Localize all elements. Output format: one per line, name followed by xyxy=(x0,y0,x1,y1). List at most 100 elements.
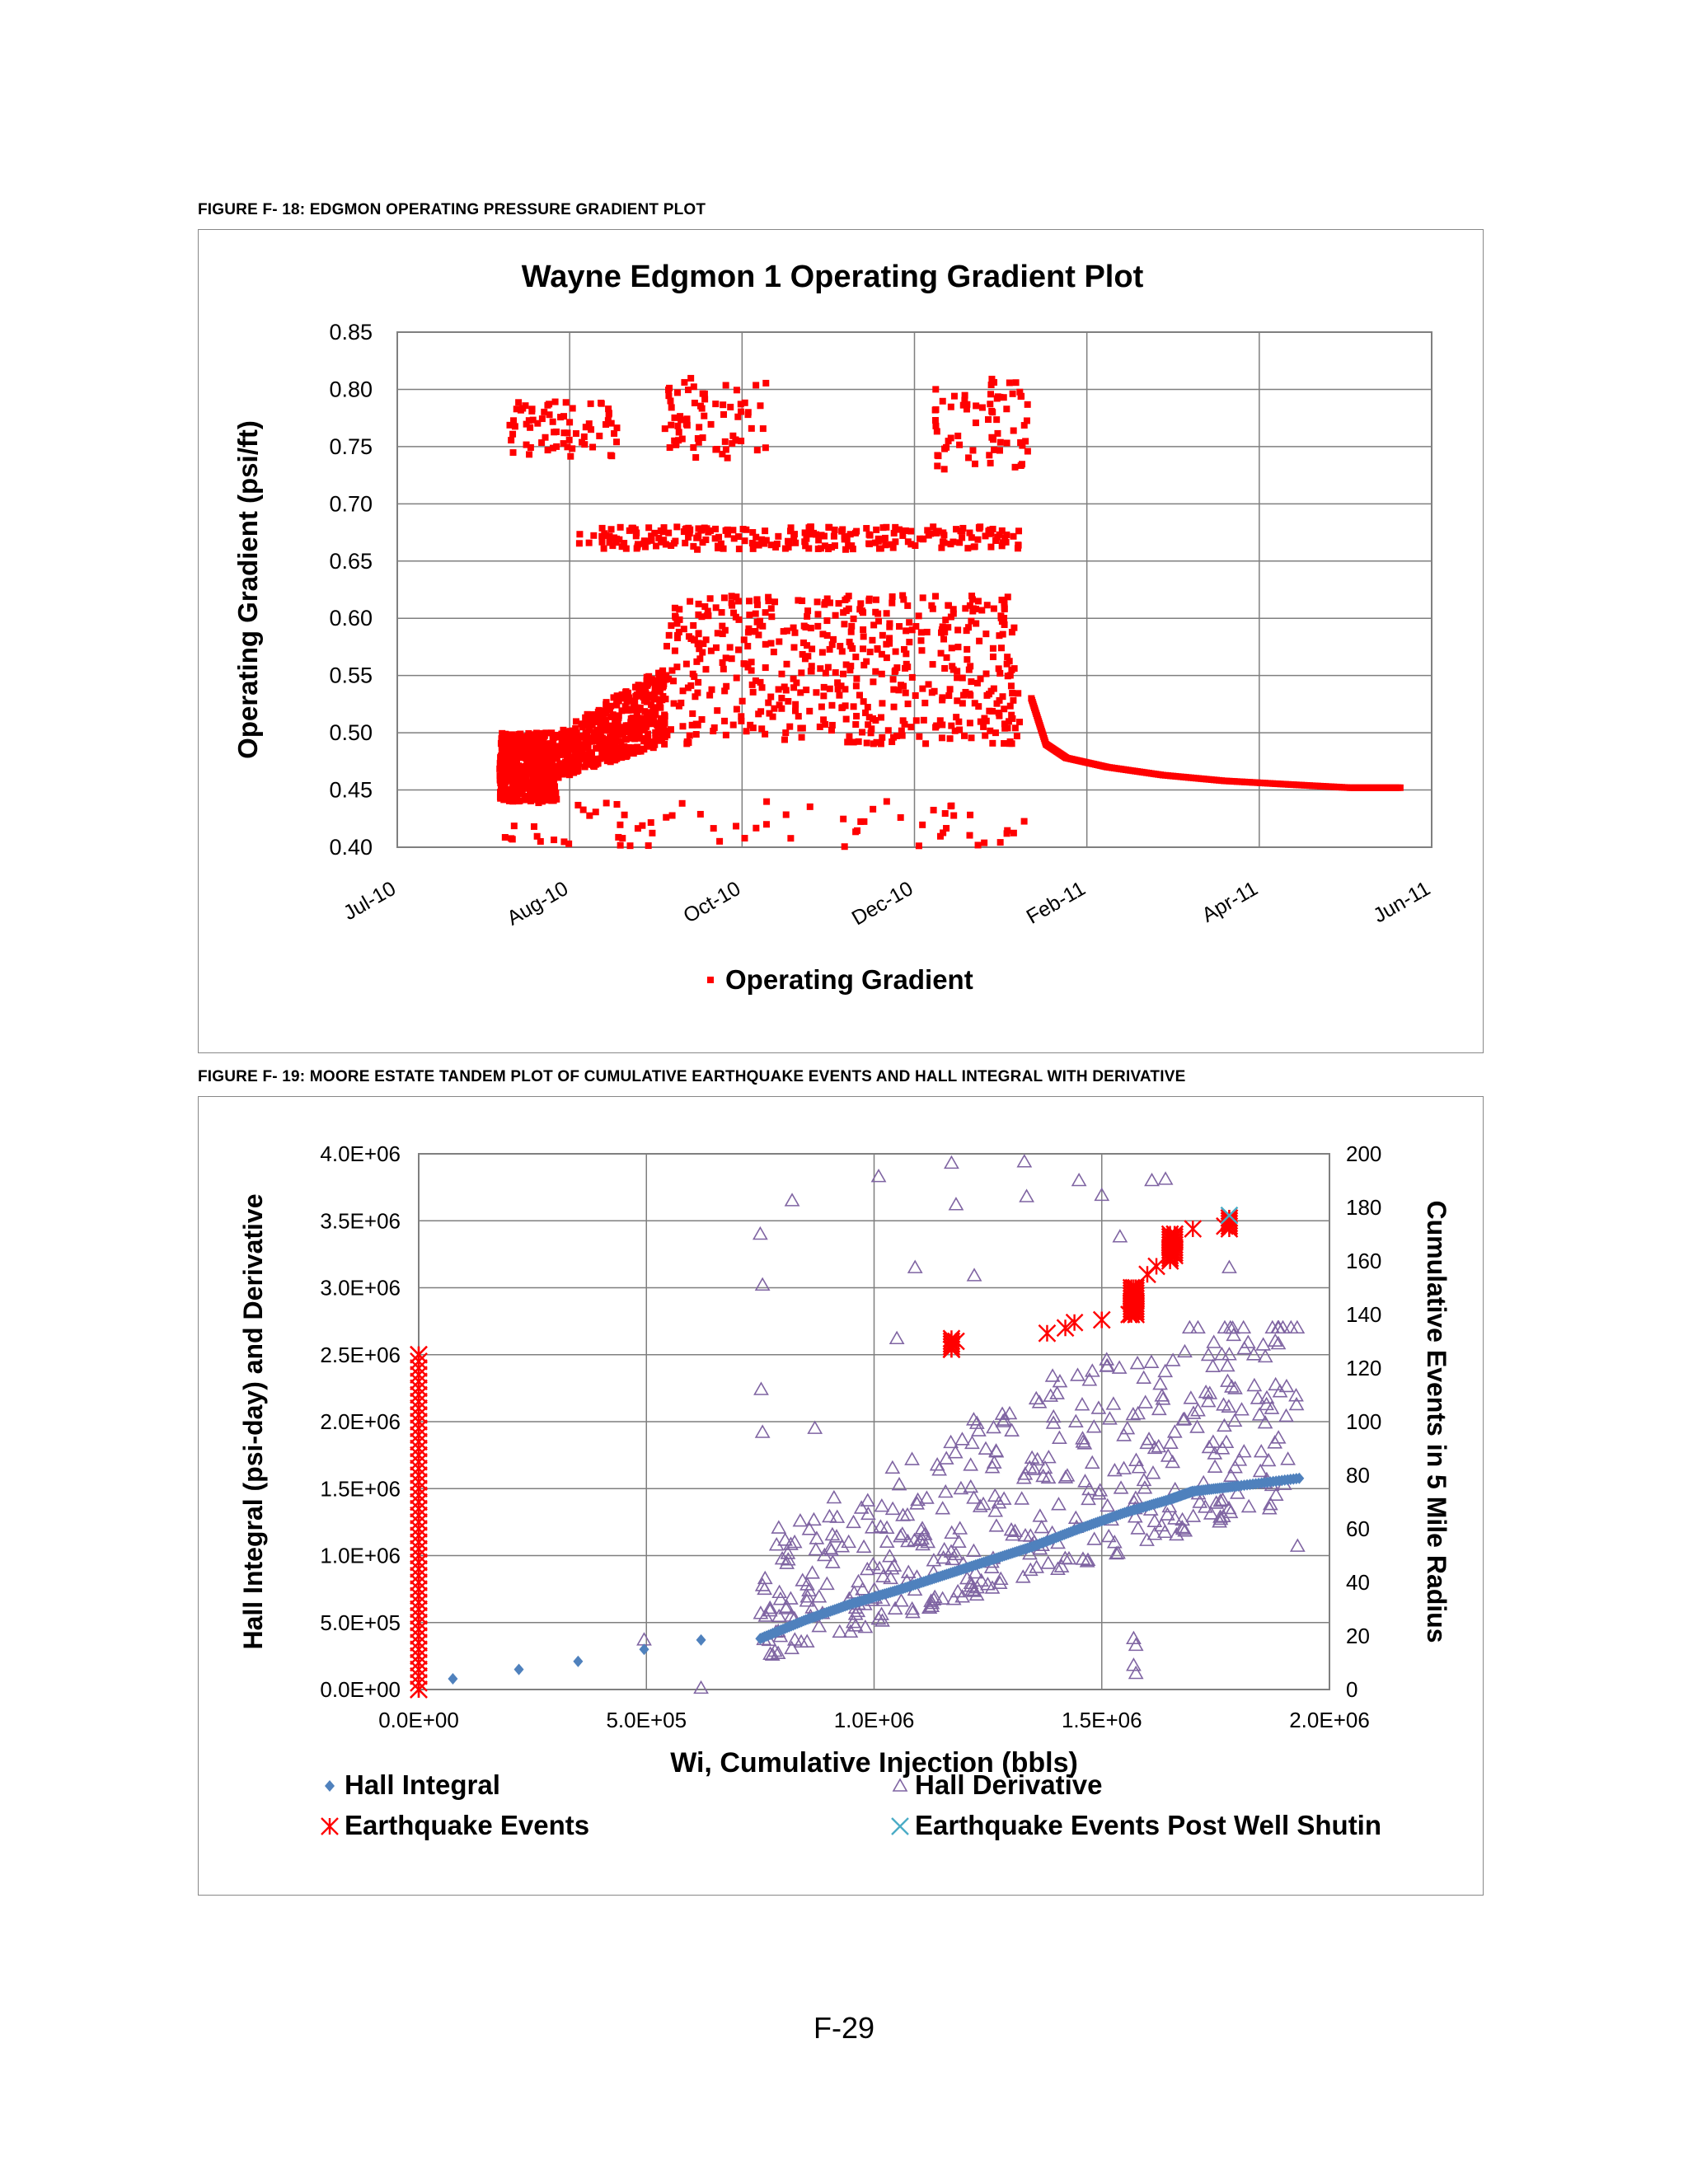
data-point xyxy=(968,593,976,600)
data-point xyxy=(965,666,973,673)
hall-integral-point xyxy=(448,1673,458,1685)
hall-derivative-point xyxy=(1136,1472,1152,1487)
data-point xyxy=(548,753,556,761)
data-point xyxy=(953,526,960,533)
data-point xyxy=(1010,532,1017,540)
data-point xyxy=(915,842,922,850)
data-point xyxy=(831,526,838,533)
data-point xyxy=(663,731,671,738)
data-point xyxy=(529,784,537,791)
data-point xyxy=(639,822,646,829)
data-point xyxy=(783,660,790,668)
data-point xyxy=(814,611,822,618)
hall-derivative-point xyxy=(950,1534,967,1548)
hall-derivative-point xyxy=(1045,1408,1062,1423)
data-point xyxy=(499,746,506,753)
data-point xyxy=(966,832,973,839)
hall-derivative-point xyxy=(992,1571,1009,1586)
data-point xyxy=(549,757,556,765)
data-point xyxy=(541,732,548,739)
hall-derivative-point xyxy=(1189,1419,1205,1433)
data-point xyxy=(883,654,890,662)
legend-label: Hall Derivative xyxy=(915,1769,1102,1800)
data-point xyxy=(996,393,1004,401)
data-point xyxy=(674,422,682,429)
data-point xyxy=(695,640,702,647)
hall-integral-point xyxy=(573,1655,584,1667)
data-point xyxy=(574,801,582,808)
data-point xyxy=(538,789,546,796)
hall-derivative-point xyxy=(832,1624,848,1638)
data-point xyxy=(807,625,814,632)
data-point xyxy=(716,837,724,845)
data-point xyxy=(506,421,513,429)
earthquake-event-point xyxy=(1065,1313,1084,1332)
data-point xyxy=(509,449,517,457)
data-point xyxy=(956,539,964,546)
data-point xyxy=(703,525,710,532)
data-point xyxy=(511,423,518,430)
data-point xyxy=(587,400,594,407)
data-point xyxy=(765,593,772,601)
data-point xyxy=(965,624,973,631)
hall-derivative-point xyxy=(1053,1558,1070,1572)
data-point xyxy=(593,756,601,763)
data-point xyxy=(804,642,811,649)
data-point xyxy=(547,748,555,755)
data-point xyxy=(673,523,681,531)
post-shutin-event-point xyxy=(1220,1206,1239,1225)
data-point xyxy=(535,794,542,802)
data-point xyxy=(663,672,670,679)
data-point xyxy=(950,392,958,400)
data-point xyxy=(886,623,893,630)
data-point xyxy=(587,721,594,729)
data-point xyxy=(964,401,971,408)
data-point xyxy=(560,440,567,448)
data-point xyxy=(724,454,731,462)
data-point xyxy=(940,529,947,537)
data-point xyxy=(647,819,654,827)
hall-derivative-point xyxy=(921,1600,938,1614)
hall-derivative-point xyxy=(1021,1460,1038,1474)
data-point xyxy=(503,746,510,753)
data-point xyxy=(933,428,940,435)
data-point xyxy=(690,621,697,629)
data-point xyxy=(699,539,706,546)
data-point xyxy=(924,527,931,534)
hall-derivative-point xyxy=(1151,1401,1167,1416)
hall-derivative-point xyxy=(1094,1187,1110,1202)
hall-derivative-point xyxy=(859,1561,875,1576)
data-point xyxy=(983,602,991,609)
y-tick-label: 5.0E+05 xyxy=(320,1610,401,1635)
hall-derivative-point xyxy=(768,1537,785,1551)
data-point xyxy=(997,614,1005,621)
data-point xyxy=(507,793,514,800)
data-point xyxy=(1001,601,1008,608)
data-point xyxy=(798,733,805,741)
data-point xyxy=(625,722,632,729)
data-point xyxy=(663,813,670,821)
data-point xyxy=(631,735,639,743)
data-point xyxy=(823,595,831,602)
data-point xyxy=(792,701,799,708)
data-point xyxy=(903,627,910,635)
hall-derivative-point xyxy=(1105,1396,1122,1410)
hall-derivative-point xyxy=(1215,1492,1231,1507)
data-point xyxy=(598,727,605,734)
data-point xyxy=(699,649,706,656)
hall-derivative-point xyxy=(1004,1422,1020,1436)
data-point xyxy=(535,789,542,796)
hall-derivative-point xyxy=(1208,1495,1225,1509)
data-point xyxy=(996,531,1003,538)
data-point xyxy=(602,725,609,733)
data-point xyxy=(579,741,587,748)
data-point xyxy=(999,630,1006,638)
data-point xyxy=(848,542,856,550)
data-point xyxy=(705,612,712,620)
data-point xyxy=(1010,427,1017,434)
hall-derivative-point xyxy=(945,1591,962,1605)
data-point xyxy=(551,788,558,795)
data-point xyxy=(644,675,651,682)
hall-derivative-point xyxy=(1165,1352,1181,1366)
data-point xyxy=(743,526,750,533)
